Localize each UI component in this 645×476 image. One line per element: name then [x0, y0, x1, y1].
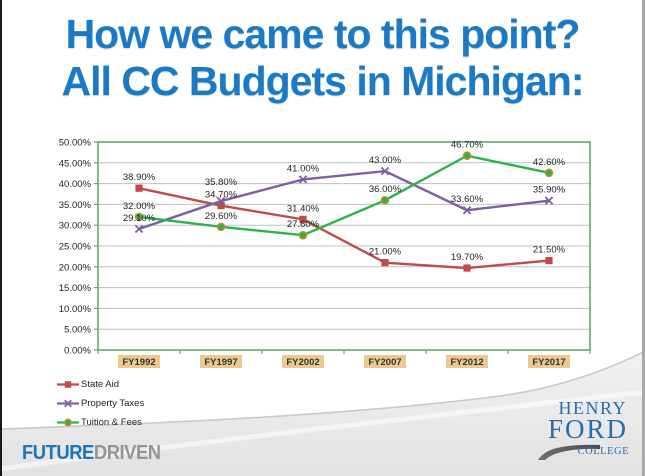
y-axis-tick-label: 10.00% — [59, 304, 92, 315]
series-marker-circle — [298, 230, 308, 240]
series-marker-circle — [462, 151, 472, 161]
data-label: 35.80% — [205, 177, 238, 188]
y-axis-tick-label: 15.00% — [59, 283, 92, 294]
x-axis-label-highlight — [528, 355, 570, 368]
chart-line-state-aid — [138, 187, 550, 270]
legend-item-state-aid: State Aid — [57, 375, 144, 394]
future-driven-logo: FUTUREDRIVEN — [22, 442, 161, 465]
data-label: 29.60% — [205, 211, 238, 222]
data-label: 46.70% — [451, 140, 484, 151]
series-marker-circle — [134, 212, 144, 222]
series-marker-circle — [64, 418, 72, 427]
series-marker-x — [216, 196, 226, 206]
chart-line-property-taxes — [138, 169, 550, 231]
x-axis-label-highlight — [446, 355, 488, 368]
x-axis-label: FY2002 — [286, 357, 319, 368]
slide-title-line1: How we came to this point? — [65, 11, 581, 57]
slide-title-line2: All CC Budgets in Michigan: — [61, 58, 585, 104]
x-axis-label: FY2007 — [368, 357, 401, 368]
henry-ford-college-logo: HENRY FORD COLLEGE — [537, 398, 629, 462]
legend-item-tuition-fees: Tuition & Fees — [57, 413, 144, 432]
slide-title: How we came to this point? All CC Budget… — [0, 11, 645, 105]
data-label: 34.70% — [205, 190, 238, 201]
series-marker-square — [545, 256, 553, 265]
legend-label: State Aid — [81, 379, 120, 390]
screenshot-right-edge — [642, 0, 645, 476]
legend-marker-icon — [57, 399, 79, 408]
y-axis-tick-label: 40.00% — [59, 179, 92, 190]
data-label: 36.00% — [369, 184, 402, 195]
x-axis-label: FY1997 — [204, 357, 237, 368]
data-label: 42.60% — [533, 157, 566, 168]
series-marker-square — [64, 381, 72, 388]
series-marker-x — [544, 196, 554, 205]
x-axis-label-highlight — [200, 355, 242, 368]
series-marker-x — [298, 175, 308, 184]
y-axis-tick-label: 20.00% — [59, 262, 92, 273]
future-driven-logo-part2: DRIVEN — [93, 442, 161, 464]
series-marker-square — [217, 202, 225, 210]
y-axis-tick-label: 35.00% — [59, 200, 92, 211]
series-marker-x — [380, 166, 390, 176]
screenshot-left-edge — [0, 0, 2, 476]
data-label: 27.60% — [287, 219, 320, 230]
hfc-logo-word-ford: FORD — [547, 414, 628, 444]
hfc-logo-word-college: COLLEGE — [577, 446, 629, 457]
data-label: 31.40% — [287, 203, 320, 214]
series-marker-circle — [380, 195, 390, 205]
y-axis-tick-label: 25.00% — [59, 242, 92, 253]
data-label: 33.60% — [451, 194, 484, 205]
data-label: 35.90% — [533, 185, 566, 196]
future-driven-logo-part1: FUTURE — [22, 442, 94, 464]
footer-band-edge — [0, 350, 645, 430]
legend-item-property-taxes: Property Taxes — [57, 394, 144, 413]
y-axis-tick-label: 5.00% — [64, 325, 91, 336]
legend-marker-icon — [57, 418, 79, 427]
series-marker-x — [462, 205, 472, 215]
series-marker-x — [64, 399, 72, 408]
x-axis-label-highlight — [282, 355, 324, 368]
series-marker-square — [135, 184, 143, 192]
series-marker-circle — [216, 222, 226, 232]
x-axis-label: FY1992 — [122, 357, 155, 368]
data-label: 21.50% — [533, 245, 566, 256]
data-label: 38.90% — [123, 172, 156, 183]
series-marker-circle — [544, 168, 554, 178]
y-axis-tick-label: 45.00% — [59, 158, 92, 169]
legend-marker-icon — [57, 381, 79, 388]
series-marker-square — [381, 259, 389, 267]
series-marker-square — [463, 264, 471, 272]
series-marker-x — [134, 224, 144, 234]
y-axis-tick-label: 0.00% — [64, 346, 91, 357]
hfc-logo-swoosh-icon — [538, 444, 600, 460]
data-label: 29.10% — [123, 213, 156, 224]
y-axis-tick-label: 50.00% — [59, 138, 92, 149]
x-axis-label: FY2017 — [532, 357, 565, 368]
hfc-logo-word-henry: HENRY — [558, 398, 627, 418]
chart-legend: State Aid Property Taxes Tuition & Fees — [57, 375, 144, 432]
footer-band-highlight — [0, 389, 645, 472]
data-label: 43.00% — [369, 155, 402, 166]
x-axis-label: FY2012 — [450, 357, 483, 368]
legend-label: Property Taxes — [81, 398, 145, 409]
data-label: 21.00% — [369, 247, 402, 258]
data-label: 41.00% — [287, 163, 320, 174]
y-axis-tick-label: 30.00% — [59, 221, 92, 232]
series-marker-square — [299, 215, 307, 223]
x-axis-label-highlight — [364, 355, 406, 368]
legend-label: Tuition & Fees — [81, 417, 142, 428]
chart-line-tuition-fees — [138, 154, 550, 237]
data-label: 32.00% — [123, 201, 156, 212]
data-label: 19.70% — [451, 252, 484, 263]
x-axis-label-highlight — [118, 355, 160, 368]
